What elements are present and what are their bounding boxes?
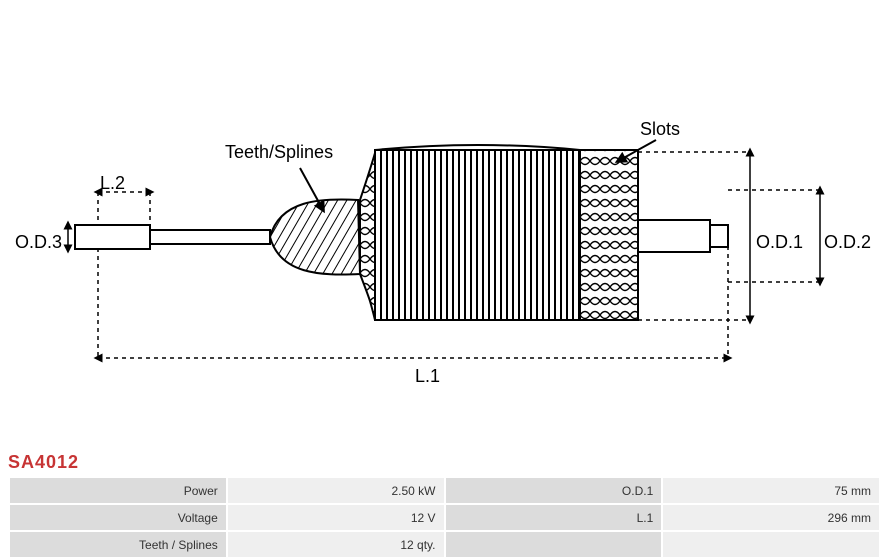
spec-key: Teeth / Splines	[10, 532, 226, 557]
label-l2: L.2	[100, 173, 125, 194]
table-row: Power 2.50 kW O.D.1 75 mm	[10, 478, 879, 503]
spec-value: 12 V	[228, 505, 444, 530]
spec-value: 12 qty.	[228, 532, 444, 557]
spec-key: Power	[10, 478, 226, 503]
part-id: SA4012	[8, 452, 79, 473]
label-od3: O.D.3	[15, 232, 62, 253]
spec-key: Voltage	[10, 505, 226, 530]
spec-value	[663, 532, 879, 557]
spec-key: O.D.1	[446, 478, 662, 503]
label-od2: O.D.2	[824, 232, 871, 253]
table-row: Voltage 12 V L.1 296 mm	[10, 505, 879, 530]
spec-value: 296 mm	[663, 505, 879, 530]
armature-diagram: Teeth/Splines Slots L.1 L.2 O.D.1 O.D.2 …	[0, 0, 889, 450]
label-od1: O.D.1	[756, 232, 803, 253]
spec-value: 75 mm	[663, 478, 879, 503]
label-teeth: Teeth/Splines	[225, 142, 333, 163]
spec-table: Power 2.50 kW O.D.1 75 mm Voltage 12 V L…	[8, 476, 881, 559]
table-row: Teeth / Splines 12 qty.	[10, 532, 879, 557]
spec-value: 2.50 kW	[228, 478, 444, 503]
spec-key	[446, 532, 662, 557]
spec-key: L.1	[446, 505, 662, 530]
label-l1: L.1	[415, 366, 440, 387]
label-slots: Slots	[640, 119, 680, 140]
